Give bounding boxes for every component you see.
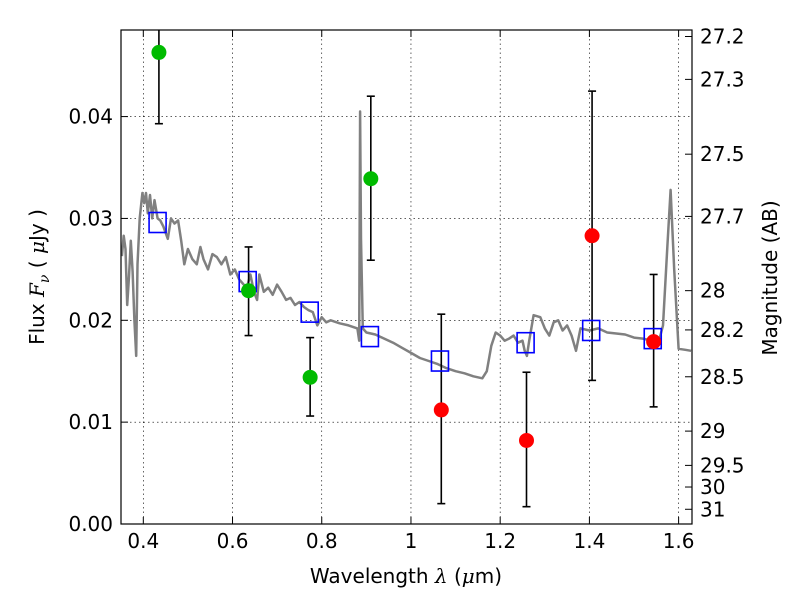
observed-point	[241, 283, 257, 299]
mag-tick-label: 27.7	[700, 204, 745, 228]
y-tick-label: 0.01	[68, 410, 113, 434]
y-tick-label: 0.04	[68, 105, 113, 129]
mag-tick-label: 29.5	[700, 453, 745, 477]
x-axis-title: Wavelength λ (μm)	[310, 564, 502, 588]
x-tick-label: 1.6	[663, 529, 695, 553]
grid	[121, 30, 692, 525]
model-photometry-box	[360, 325, 380, 348]
axis-ticks: 0.4 0.6 0.8 1 1.2 1.4 1.6 0.00 0.01 0.02 0.03 0.04 2…	[68, 24, 744, 553]
model-photometry-box	[148, 211, 167, 234]
y-tick-label: 0.03	[68, 206, 113, 230]
mag-tick-label: 28.5	[700, 365, 745, 389]
model-photometry-box	[581, 319, 601, 342]
mag-tick-label: 30	[700, 475, 725, 499]
error-bars	[154, 30, 658, 508]
observed-point	[518, 432, 534, 448]
model-photometry-box	[430, 350, 450, 372]
observed-point	[302, 369, 318, 385]
y-tick-label: 0.02	[68, 308, 113, 332]
model-photometry-box	[300, 301, 319, 323]
right-axis-title: Magnitude (AB)	[758, 200, 782, 355]
mag-tick-label: 28.2	[700, 318, 745, 342]
model-photometry-boxes	[148, 211, 663, 372]
observed-point	[584, 228, 600, 244]
observed-points	[151, 44, 662, 448]
observed-point	[433, 402, 449, 418]
x-tick-label: 0.8	[306, 529, 338, 553]
x-tick-label: 0.6	[217, 529, 249, 553]
observed-point	[363, 171, 379, 187]
x-tick-label: 1	[405, 529, 418, 553]
mag-tick-label: 31	[700, 497, 725, 521]
x-tick-label: 0.4	[127, 529, 159, 553]
y-tick-label: 0.00	[68, 512, 113, 536]
mag-tick-label: 29	[700, 419, 725, 443]
model-photometry-box	[516, 331, 535, 354]
mag-tick-label: 27.2	[700, 24, 745, 48]
observed-point	[646, 334, 662, 350]
mag-tick-label: 27.5	[700, 142, 745, 166]
mag-tick-label: 27.3	[700, 67, 745, 91]
plot-frame	[120, 29, 693, 525]
y-axis-title: Flux Fν ( μJy )	[25, 209, 53, 345]
x-tick-label: 1.2	[484, 529, 516, 553]
x-tick-label: 1.4	[573, 529, 605, 553]
observed-point	[151, 44, 167, 60]
mag-tick-label: 28	[700, 279, 725, 303]
model-spectrum-line	[120, 110, 692, 380]
model-spectrum	[120, 110, 692, 380]
